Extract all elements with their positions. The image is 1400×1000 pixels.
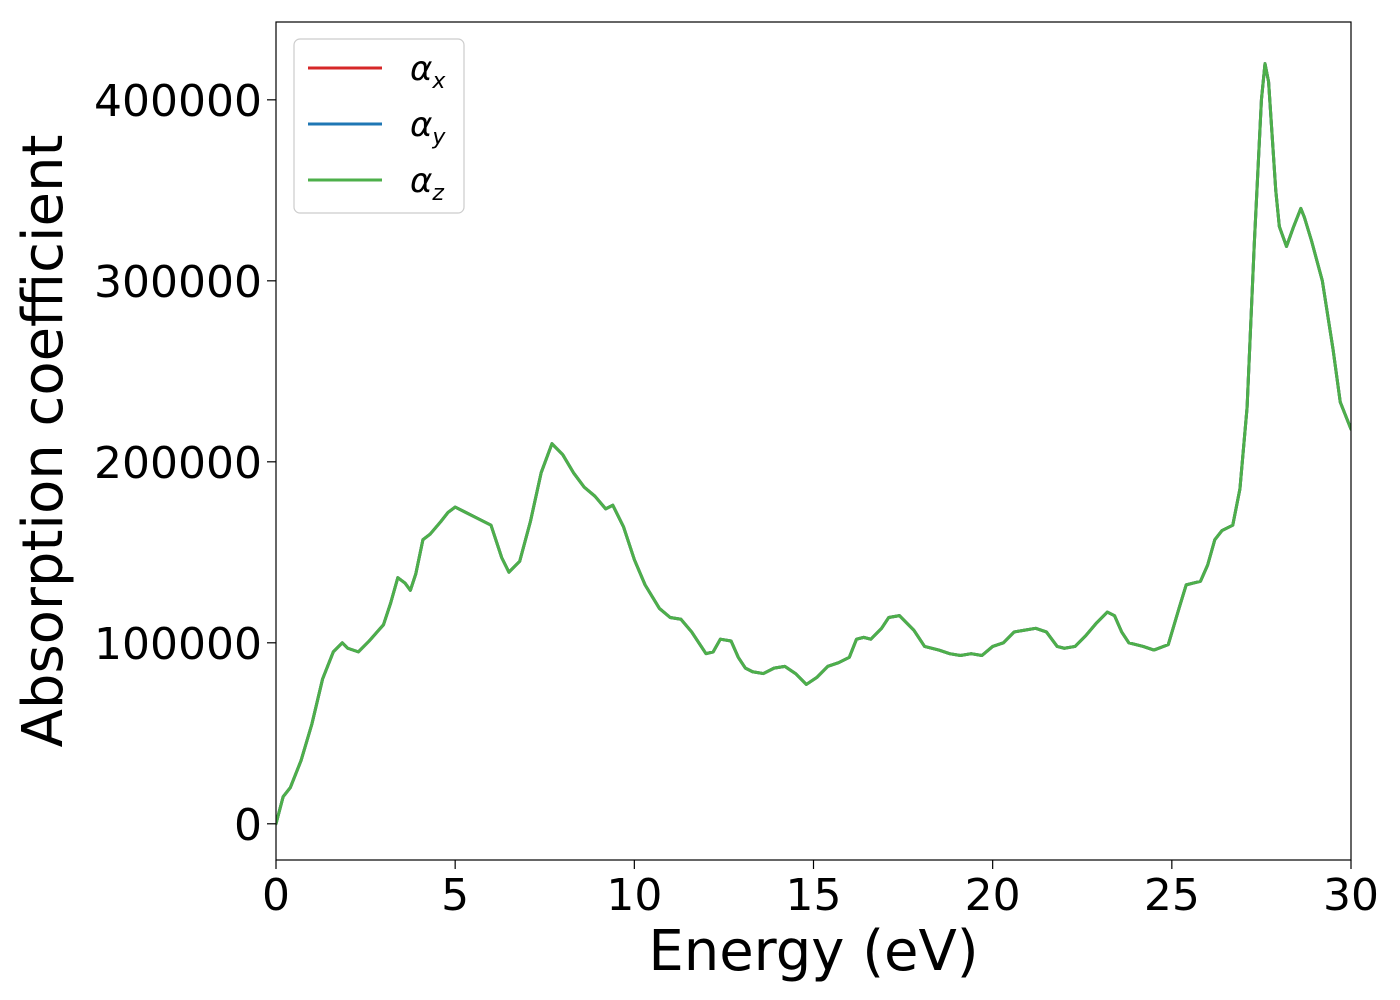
- y-axis-ticks: 0 100000 200000 300000 400000: [94, 76, 276, 851]
- y-tick-label: 0: [234, 800, 262, 851]
- x-tick-label: 25: [1144, 870, 1200, 921]
- x-tick-label: 30: [1323, 870, 1379, 921]
- y-tick-label: 300000: [94, 257, 262, 308]
- y-tick-label: 100000: [94, 619, 262, 670]
- x-tick-label: 20: [965, 870, 1021, 921]
- x-axis-title: Energy (eV): [648, 919, 978, 984]
- legend-label: αz: [410, 161, 444, 206]
- y-tick-label: 200000: [94, 438, 262, 489]
- x-axis-ticks: 0 5 10 15 20 25 30: [262, 860, 1379, 921]
- x-tick-label: 0: [262, 870, 290, 921]
- y-axis-title: Absorption coefficient: [11, 135, 76, 748]
- series-layer: [276, 62, 1351, 826]
- legend-label: αx: [410, 49, 446, 94]
- legend-box: [293, 38, 465, 214]
- legend-label: αy: [410, 105, 446, 150]
- y-tick-label: 400000: [94, 76, 262, 127]
- legend: αx αy αz: [293, 38, 465, 214]
- series-line-3: [276, 62, 1351, 826]
- x-tick-label: 10: [606, 870, 662, 921]
- x-tick-label: 5: [441, 870, 469, 921]
- x-tick-label: 15: [786, 870, 842, 921]
